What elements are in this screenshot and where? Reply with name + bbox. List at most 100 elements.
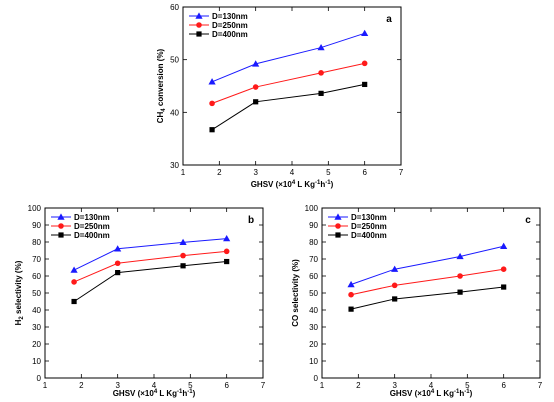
data-point [391, 265, 399, 272]
x-tick-label: 3 [115, 381, 120, 390]
legend-marker [196, 31, 202, 37]
x-axis-label-part: L Kg [157, 389, 177, 398]
legend-marker [58, 232, 64, 238]
data-point [318, 70, 324, 76]
legend-label: D=130nm [74, 213, 110, 222]
data-point [457, 289, 463, 295]
series-line [350, 245, 504, 285]
x-tick-label: 6 [224, 381, 229, 390]
x-tick-label: 7 [261, 381, 266, 390]
data-point [361, 60, 368, 67]
y-axis-label-part: H [14, 319, 23, 325]
data-point [71, 279, 77, 285]
y-tick-label: 90 [309, 221, 318, 230]
data-point [391, 282, 398, 289]
series-line [350, 268, 504, 296]
series-D=400nm: D=400nm [189, 30, 368, 133]
data-point [317, 43, 325, 51]
y-tick-label: 10 [309, 357, 318, 366]
y-tick-label: 40 [32, 306, 41, 315]
legend-label: D=250nm [212, 21, 248, 30]
series-D=400nm: D=400nm [328, 231, 507, 312]
x-tick-label: 5 [188, 381, 193, 390]
y-tick-label: 60 [170, 3, 179, 12]
series-line [73, 250, 227, 283]
x-axis-label-part: L Kg [434, 389, 454, 398]
series-line [211, 32, 365, 83]
x-tick-label: 7 [538, 381, 543, 390]
legend-marker [335, 232, 341, 238]
x-axis-label-part: h [182, 389, 187, 398]
y-tick-label: 80 [309, 238, 318, 247]
x-axis-label-part: -1 [177, 389, 183, 395]
x-tick-label: 4 [152, 381, 157, 390]
x-tick-label: 7 [399, 168, 404, 177]
x-tick-label: 5 [326, 168, 331, 177]
y-axis-label-part: conversion (%) [156, 48, 165, 108]
series-line [350, 286, 504, 310]
y-tick-label: 70 [32, 255, 41, 264]
x-axis-label-part: ) [470, 389, 473, 398]
legend-label: D=130nm [351, 213, 387, 222]
x-tick-label: 3 [253, 168, 258, 177]
data-point [114, 245, 122, 252]
x-axis-label-part: h [459, 389, 464, 398]
y-tick-label: 60 [32, 272, 41, 281]
data-point [457, 273, 463, 279]
panel-label: c [525, 215, 531, 226]
panel-label: b [248, 215, 254, 226]
series-D=130nm: D=130nm [51, 213, 231, 273]
y-tick-label: 10 [32, 357, 41, 366]
series-D=130nm: D=130nm [189, 12, 369, 85]
x-tick-label: 2 [356, 381, 361, 390]
data-point [456, 252, 464, 260]
y-tick-label: 30 [309, 323, 318, 332]
x-axis-label-part: L Kg [295, 180, 315, 189]
data-point [114, 260, 121, 267]
data-point [115, 270, 121, 276]
x-tick-label: 1 [320, 381, 325, 390]
series-line [73, 238, 227, 271]
data-point [501, 284, 507, 290]
data-point [252, 60, 260, 67]
x-tick-label: 1 [181, 168, 186, 177]
y-tick-label: 40 [309, 306, 318, 315]
data-point [500, 242, 508, 249]
y-axis-label-part: 2 [19, 316, 25, 320]
data-point [71, 298, 77, 305]
panel-label: a [386, 14, 392, 25]
y-tick-label: 50 [309, 289, 318, 298]
y-tick-label: 0 [37, 374, 42, 383]
data-point [252, 84, 259, 90]
x-axis-label-part: -1 [464, 389, 470, 395]
series-line [211, 83, 365, 131]
x-axis-label-part: ) [193, 389, 196, 398]
legend-label: D=400nm [351, 231, 387, 240]
x-axis-label-part: -1 [325, 180, 331, 186]
legend-label: D=250nm [74, 222, 110, 231]
x-tick-label: 2 [79, 381, 84, 390]
data-point [208, 78, 216, 85]
data-point [223, 235, 231, 242]
y-tick-label: 30 [32, 323, 41, 332]
data-point [224, 258, 230, 265]
x-axis-label-part: GHSV (×10 [251, 180, 293, 189]
x-tick-label: 5 [465, 381, 470, 390]
x-tick-label: 2 [217, 168, 222, 177]
legend-label: D=250nm [351, 222, 387, 231]
legend-marker [57, 213, 65, 220]
x-axis-label-part: 4 [431, 389, 435, 395]
legend-label: D=400nm [212, 30, 248, 39]
y-tick-label: 0 [314, 374, 319, 383]
x-tick-label: 4 [429, 381, 434, 390]
x-axis-label: GHSV (×104 L Kg-1h-1) [113, 389, 196, 398]
series-D=130nm: D=130nm [328, 213, 508, 288]
y-axis-label-part: selectivity (%) [14, 260, 23, 316]
data-point [318, 90, 324, 96]
y-tick-label: 50 [32, 289, 41, 298]
series-D=250nm: D=250nm [189, 21, 368, 107]
data-point [209, 127, 215, 133]
